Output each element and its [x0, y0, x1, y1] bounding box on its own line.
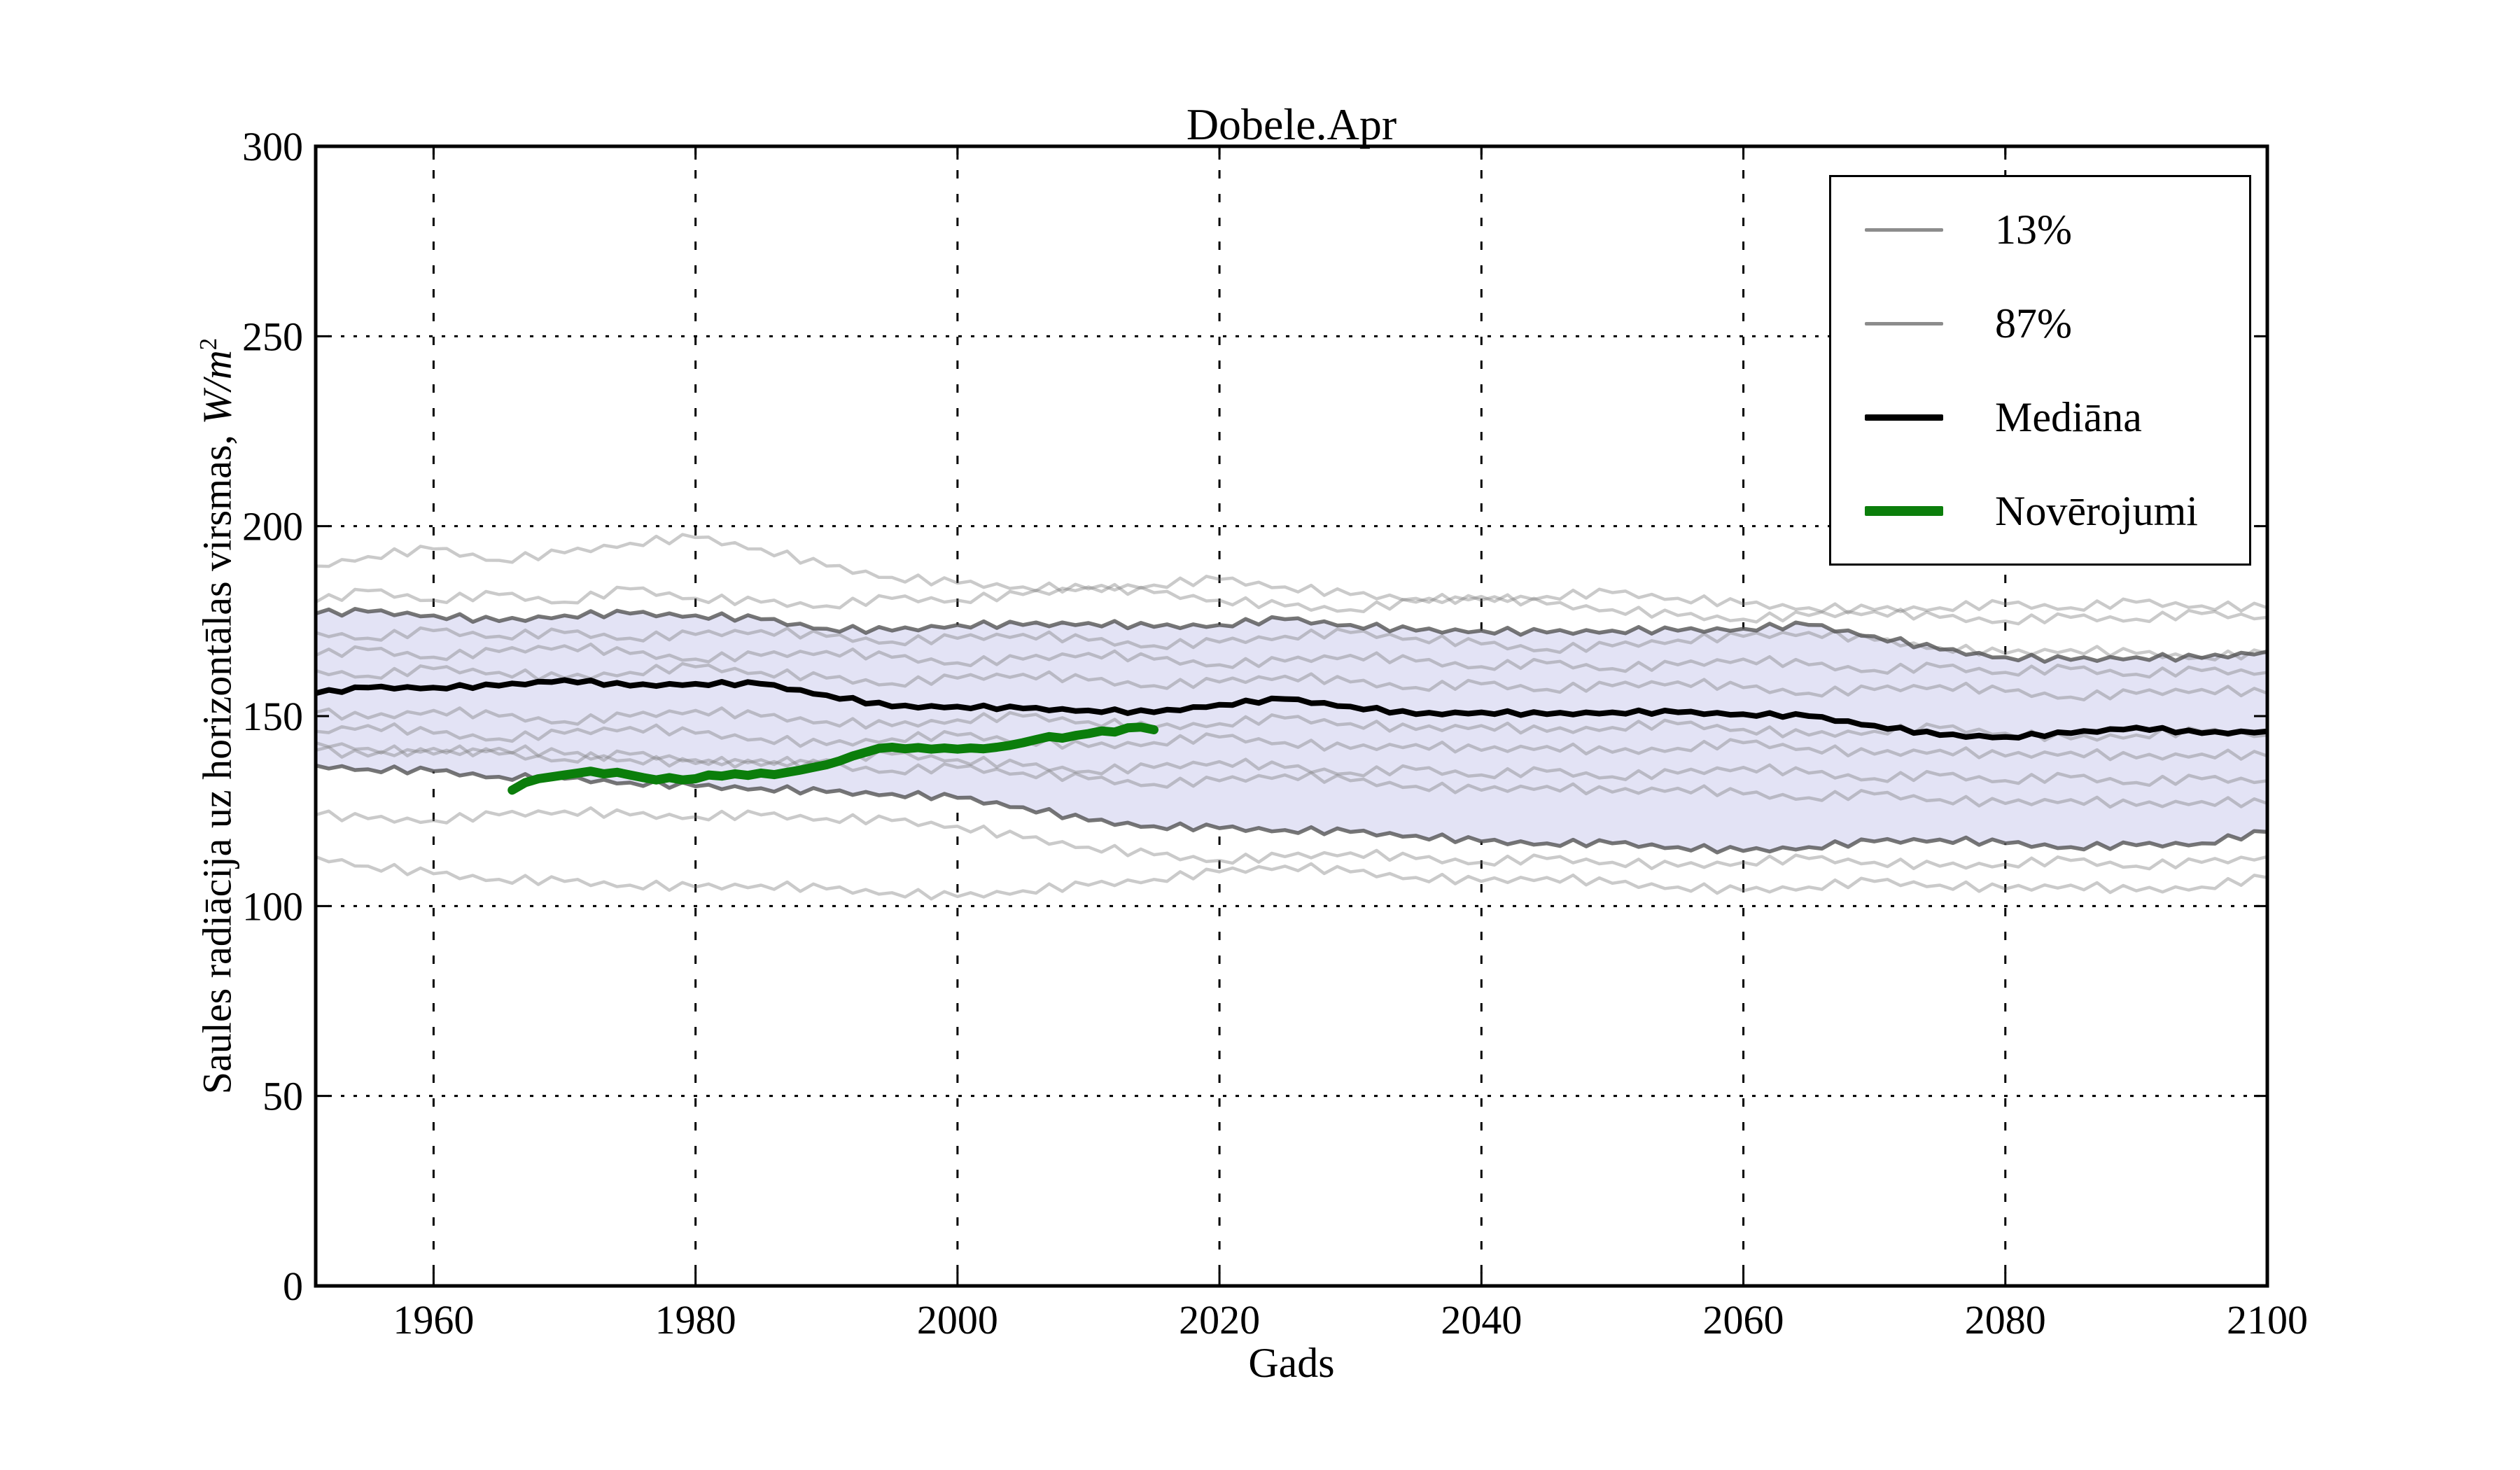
series-ensemble-5	[316, 662, 2267, 701]
legend-label-p13: 13%	[1995, 206, 2072, 253]
series-ensemble-7	[316, 722, 2267, 762]
x-tick-label: 2000	[917, 1297, 998, 1343]
legend-item-p87: 87%	[1831, 300, 2249, 348]
y-axis-label: Saules radiācija uz horizontālas virsmas…	[183, 121, 239, 1311]
y-axis-label-text: Saules radiācija uz horizontālas virsmas…	[194, 424, 240, 1095]
x-tick-label: 2020	[1179, 1297, 1260, 1343]
x-tick-label: 2080	[1965, 1297, 2046, 1343]
series-layer	[316, 533, 2267, 901]
series-ensemble-1	[316, 533, 2267, 615]
legend-line-p13	[1865, 227, 1943, 232]
series-ensemble-6	[316, 706, 2267, 743]
y-tick-label: 50	[262, 1074, 303, 1119]
legend-label-median: Mediāna	[1995, 393, 2142, 440]
legend-line-median	[1865, 414, 1943, 421]
tick-labels: 1960 1980 2000 2020 2040 2060 2080 2100 0 50 100 15…	[242, 124, 2308, 1343]
series-percentile-87%	[316, 607, 2267, 664]
series-median	[316, 677, 2267, 741]
x-tick-label: 2100	[2227, 1297, 2308, 1343]
x-tick-label: 1980	[655, 1297, 736, 1343]
series-ensemble-9	[316, 741, 2267, 809]
series-ensemble-8	[316, 744, 2267, 788]
y-tick-label: 150	[242, 694, 303, 739]
ticks	[316, 145, 2269, 1287]
legend-line-observations	[1865, 506, 1943, 516]
y-tick-label: 100	[242, 883, 303, 929]
y-axis-label-exponent: 2	[195, 337, 222, 351]
legend-item-median: Mediāna	[1831, 393, 2249, 442]
chart-title: Dobele.Apr	[1186, 99, 1397, 149]
x-tick-label: 2040	[1441, 1297, 1522, 1343]
y-tick-label: 250	[242, 314, 303, 359]
x-tick-label: 2060	[1703, 1297, 1784, 1343]
x-tick-label: 1960	[393, 1297, 474, 1343]
legend-line-p87	[1865, 321, 1943, 326]
series-observations	[507, 722, 1158, 795]
series-ensemble-2	[316, 582, 2267, 626]
legend-item-p13: 13%	[1831, 206, 2249, 254]
series-ensemble-11	[316, 855, 2267, 901]
legend-item-observations: Novērojumi	[1831, 487, 2249, 536]
y-tick-label: 0	[283, 1264, 303, 1309]
legend-label-p87: 87%	[1995, 300, 2072, 346]
legend-label-observations: Novērojumi	[1995, 487, 2198, 534]
y-axis-label-units: W/m	[194, 350, 240, 425]
series-percentile-13%	[316, 763, 2267, 855]
legend: 13% 87% Mediāna Novērojumi	[1829, 175, 2251, 566]
series-ensemble-4	[316, 642, 2267, 679]
y-tick-label: 200	[242, 504, 303, 550]
x-axis-label: Gads	[1248, 1340, 1335, 1386]
y-tick-label: 300	[242, 124, 303, 169]
series-ensemble-10	[316, 806, 2267, 871]
